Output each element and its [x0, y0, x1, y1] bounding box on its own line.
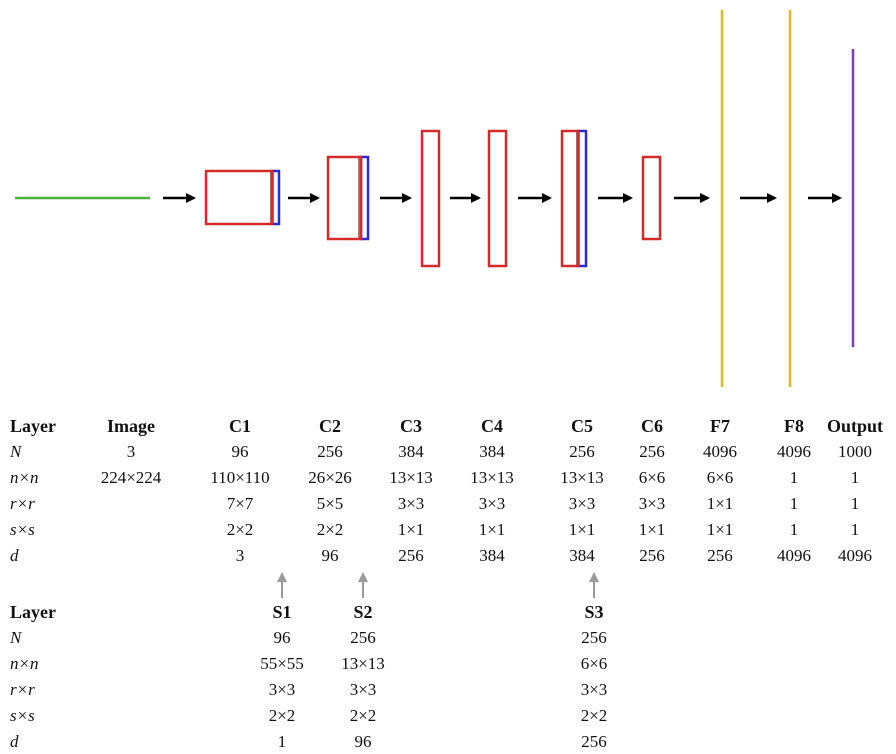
t1-cell-c4-2: 3×3 [478, 494, 506, 513]
t1-cell-output-4: 4096 [838, 546, 872, 565]
t1-cell-c1-4: 3 [235, 546, 245, 565]
t2-cell-s1-1: 55×55 [260, 654, 304, 673]
t2-col-header-s2: S2 [353, 602, 373, 622]
t2-cell-s1-4: 1 [277, 732, 287, 751]
t1-cell-c2-2: 5×5 [316, 494, 344, 513]
t1-cell-c6-1: 6×6 [638, 468, 666, 487]
t1-cell-f8-2: 1 [789, 494, 799, 513]
t1-cell-c5-3: 1×1 [568, 520, 596, 539]
t1-cell-c1-0: 96 [231, 442, 249, 461]
t1-row-label-3: r×r [10, 494, 35, 513]
t1-cell-c6-2: 3×3 [638, 494, 666, 513]
t1-cell-c2-4: 96 [321, 546, 339, 565]
c6-conv-box [641, 155, 662, 241]
t1-cell-output-1: 1 [850, 468, 860, 487]
t1-col-header-f8: F8 [784, 416, 804, 436]
t1-col-header-c2: C2 [319, 416, 341, 436]
c3-conv-box [420, 129, 441, 268]
t1-row-label-2: n×n [10, 468, 39, 487]
t1-cell-c4-4: 384 [479, 546, 505, 565]
t1-col-header-output: Output [826, 416, 884, 436]
t1-row-label-4: s×s [10, 520, 35, 539]
t2-cell-s2-3: 2×2 [349, 706, 377, 725]
c2-conv-box [326, 155, 363, 241]
t2-cell-s1-3: 2×2 [268, 706, 296, 725]
t2-row-label-0: Layer [10, 602, 56, 622]
t2-row-label-5: d [10, 732, 19, 751]
t1-cell-f8-0: 4096 [777, 442, 811, 461]
t1-col-header-c6: C6 [641, 416, 663, 436]
t1-row-label-5: d [10, 546, 19, 565]
t2-cell-s1-0: 96 [273, 628, 291, 647]
t1-cell-c2-3: 2×2 [316, 520, 344, 539]
t1-cell-c1-3: 2×2 [226, 520, 254, 539]
t2-row-label-1: N [10, 628, 22, 647]
t1-cell-f7-2: 1×1 [706, 494, 734, 513]
t1-cell-f8-4: 4096 [777, 546, 811, 565]
t1-cell-c5-0: 256 [569, 442, 595, 461]
t1-row-label-1: N [10, 442, 22, 461]
t1-cell-c6-4: 256 [639, 546, 665, 565]
t1-col-header-image: Image [107, 416, 155, 436]
t1-col-header-c3: C3 [400, 416, 422, 436]
t2-cell-s3-3: 2×2 [580, 706, 608, 725]
t1-cell-c4-1: 13×13 [470, 468, 514, 487]
t1-cell-c4-3: 1×1 [478, 520, 506, 539]
t1-cell-c1-1: 110×110 [210, 468, 270, 487]
t1-col-header-c4: C4 [481, 416, 503, 436]
t2-cell-s2-2: 3×3 [349, 680, 377, 699]
t1-cell-f8-1: 1 [789, 468, 799, 487]
t2-col-header-s3: S3 [584, 602, 604, 622]
t1-cell-f7-1: 6×6 [706, 468, 734, 487]
t1-cell-c3-3: 1×1 [397, 520, 425, 539]
t2-cell-s1-2: 3×3 [268, 680, 296, 699]
c1-conv-box [204, 169, 274, 226]
t1-cell-c6-3: 1×1 [638, 520, 666, 539]
t1-cell-c1-2: 7×7 [226, 494, 254, 513]
t2-cell-s2-1: 13×13 [341, 654, 385, 673]
t2-cell-s3-2: 3×3 [580, 680, 608, 699]
t1-col-header-f7: F7 [710, 416, 730, 436]
t1-cell-c2-0: 256 [317, 442, 343, 461]
network-diagram [15, 10, 855, 387]
t2-row-label-3: r×r [10, 680, 35, 699]
t2-cell-s2-0: 256 [350, 628, 376, 647]
t1-cell-c5-4: 384 [569, 546, 595, 565]
t1-cell-output-2: 1 [850, 494, 860, 513]
t2-cell-s3-4: 256 [581, 732, 607, 751]
t1-col-header-c5: C5 [571, 416, 593, 436]
t1-cell-output-3: 1 [850, 520, 860, 539]
t2-cell-s3-1: 6×6 [580, 654, 608, 673]
t1-cell-c5-1: 13×13 [560, 468, 604, 487]
t1-cell-f7-3: 1×1 [706, 520, 734, 539]
t2-row-label-2: n×n [10, 654, 39, 673]
t1-cell-c2-1: 26×26 [308, 468, 352, 487]
c5-conv-box [560, 129, 580, 268]
t2-row-label-4: s×s [10, 706, 35, 725]
t1-cell-image-0: 3 [126, 442, 136, 461]
c4-conv-box [487, 129, 508, 268]
t2-col-header-s1: S1 [272, 602, 292, 622]
t1-cell-f8-3: 1 [789, 520, 799, 539]
t1-cell-c3-0: 384 [398, 442, 424, 461]
t1-row-label-0: Layer [10, 416, 56, 436]
t1-cell-c4-0: 384 [479, 442, 505, 461]
t1-cell-c3-1: 13×13 [389, 468, 433, 487]
t1-col-header-c1: C1 [229, 416, 251, 436]
t1-cell-c5-2: 3×3 [568, 494, 596, 513]
t1-cell-c6-0: 256 [639, 442, 665, 461]
t1-cell-image-1: 224×224 [100, 468, 162, 487]
t1-cell-c3-2: 3×3 [397, 494, 425, 513]
t2-cell-s2-4: 96 [354, 732, 372, 751]
t1-cell-f7-0: 4096 [703, 442, 737, 461]
t1-cell-f7-4: 256 [707, 546, 733, 565]
t1-cell-output-0: 1000 [838, 442, 872, 461]
t1-cell-c3-4: 256 [398, 546, 424, 565]
t2-cell-s3-0: 256 [581, 628, 607, 647]
